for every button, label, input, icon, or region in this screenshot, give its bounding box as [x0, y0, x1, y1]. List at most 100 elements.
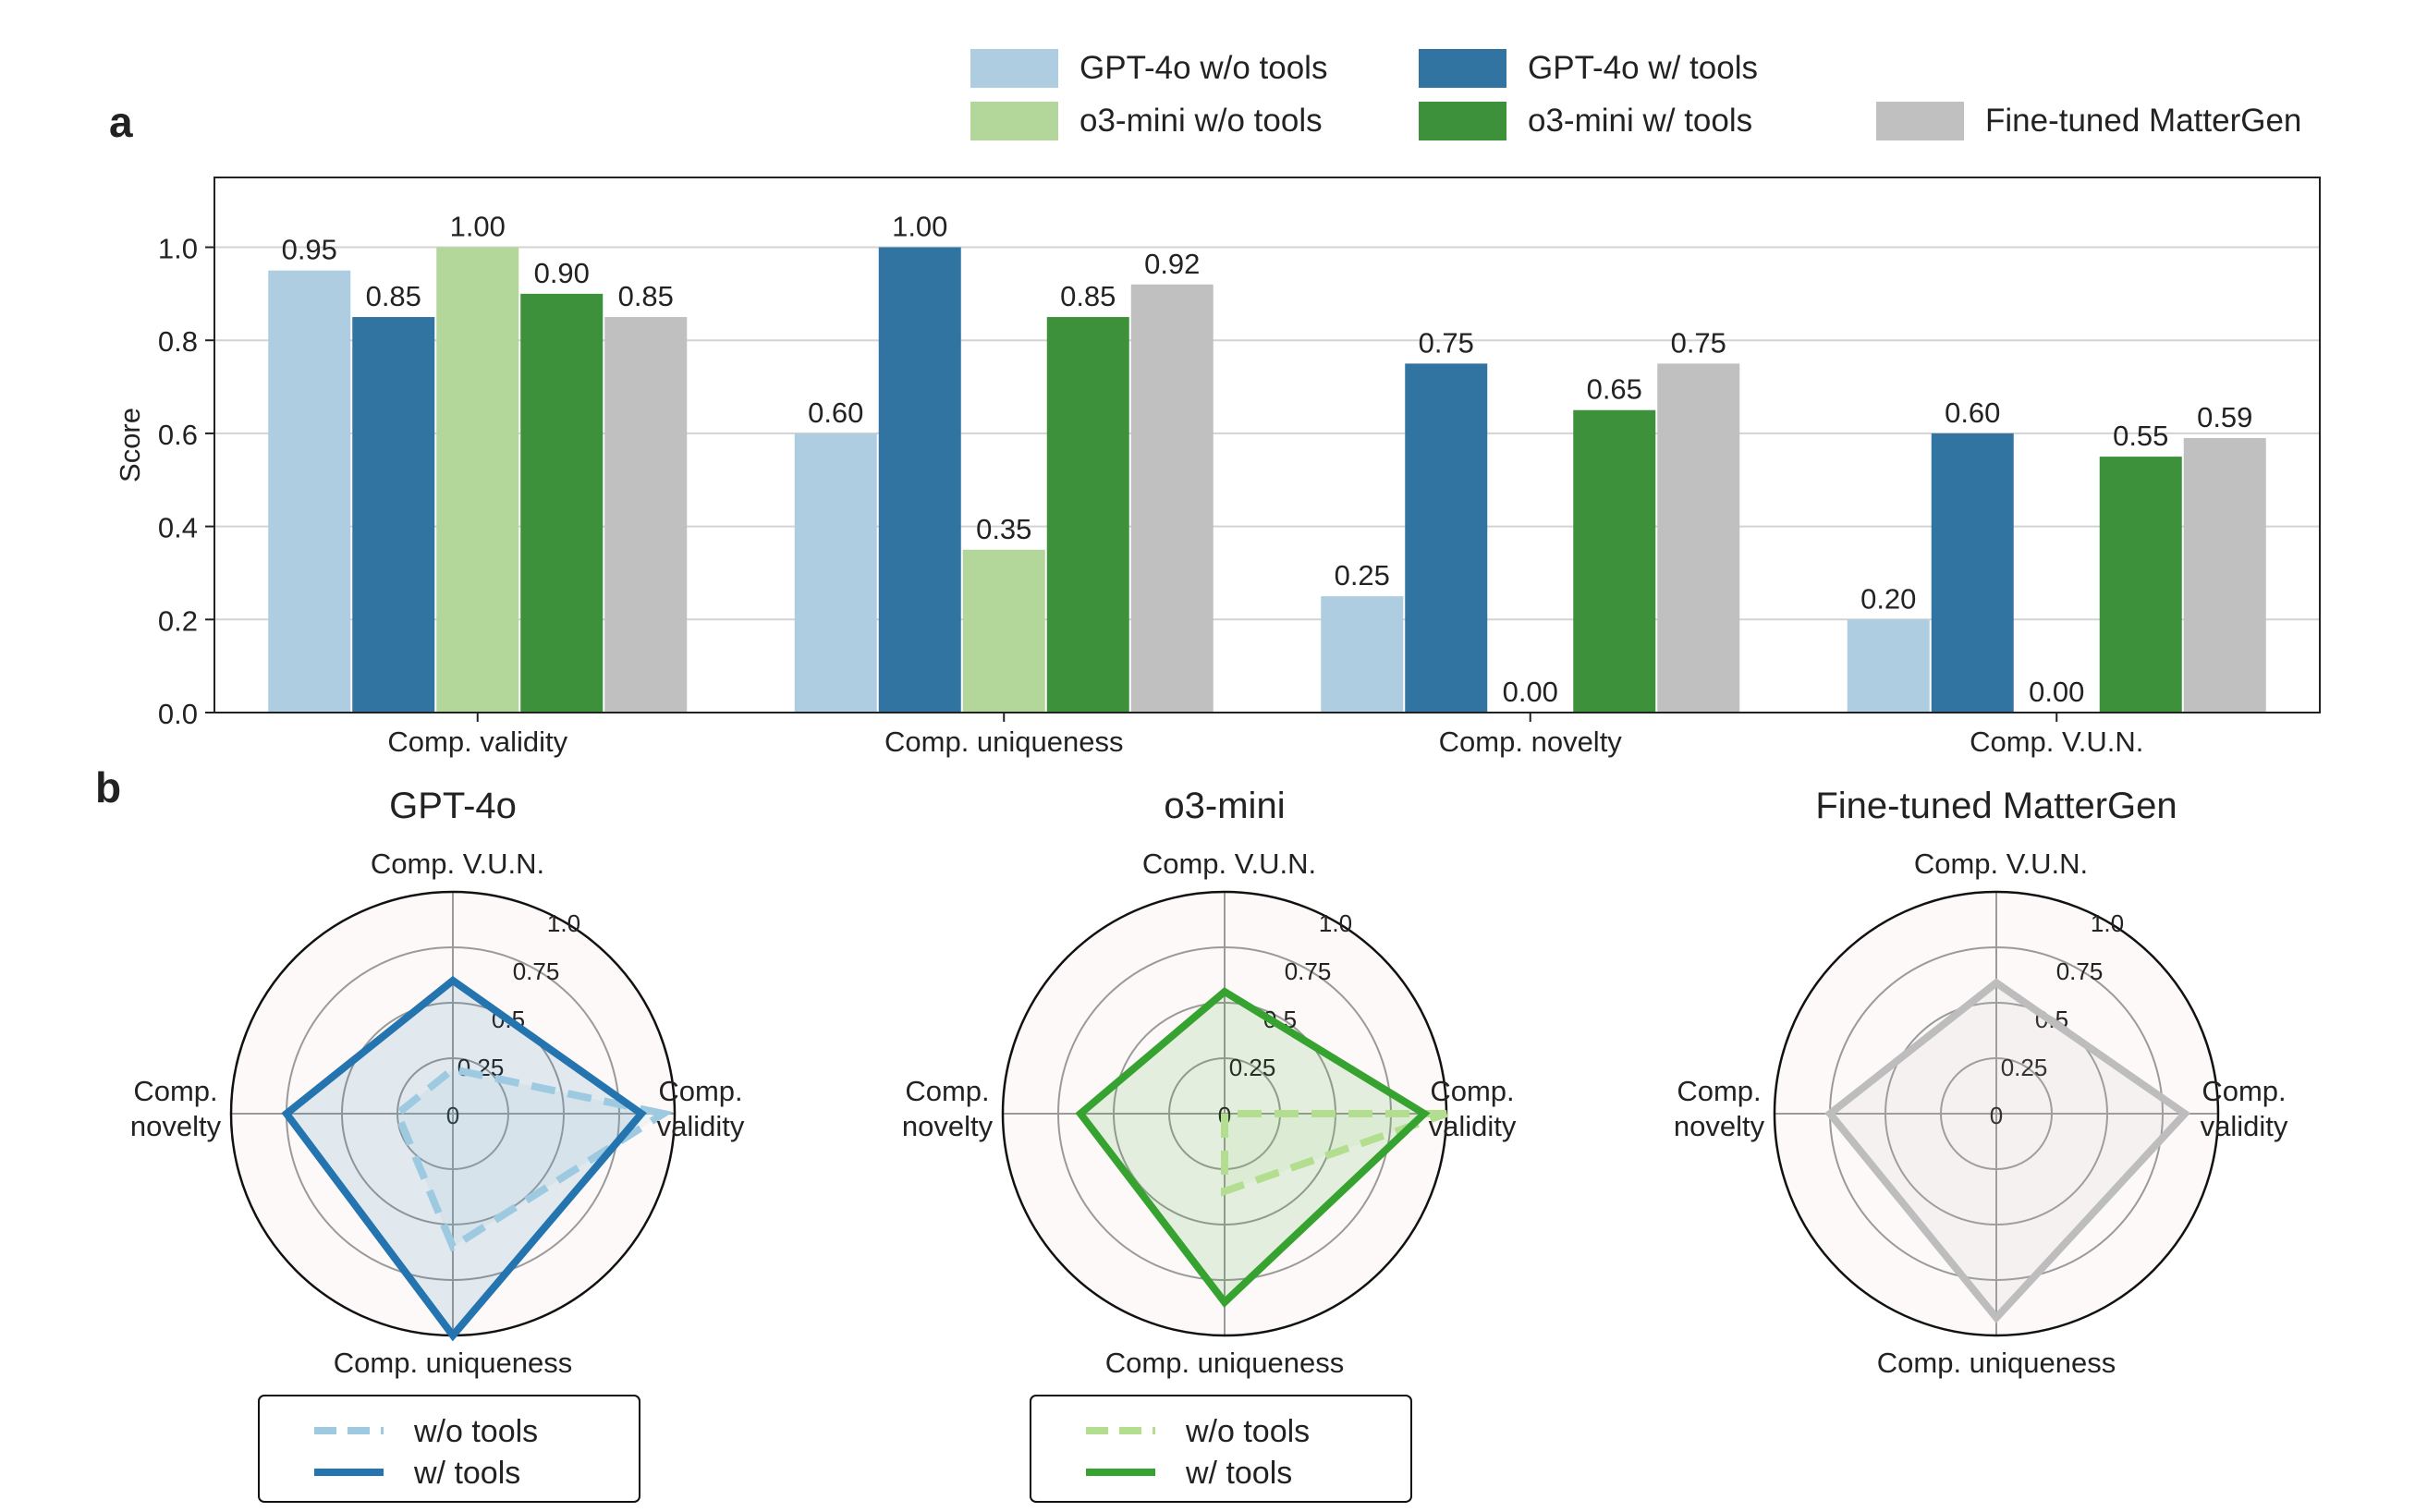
radar-area-fine-tuned-mattergen	[1830, 982, 2185, 1318]
radar-chart-gpt-4o: 00.250.50.751.0GPT-4oComp.validityComp. …	[130, 786, 745, 1503]
radar-r-tick-label: 1.0	[547, 909, 580, 937]
legend-swatch-fine-tuned-mattergen	[1876, 102, 1964, 140]
legend-swatch-gpt-4o-w-tools	[1419, 49, 1506, 88]
bar-value-label: 0.20	[1860, 582, 1916, 615]
radar-legend-label: w/ tools	[413, 1456, 520, 1491]
bar-o3-mini-w-tools-comp-validity	[520, 293, 604, 713]
legend-label-gpt-4o-w-o-tools: GPT-4o w/o tools	[1079, 50, 1327, 86]
radar-axis-label-vun: Comp. V.U.N.	[371, 847, 544, 880]
bar-o3-mini-w-tools-comp-uniqueness	[1046, 317, 1129, 713]
radar-axis-label-uniqueness: Comp. uniqueness	[334, 1347, 573, 1379]
x-tick-label: Comp. novelty	[1439, 726, 1623, 758]
bar-value-label: 0.65	[1587, 373, 1642, 406]
y-tick-label: 0.0	[158, 698, 198, 730]
radar-axis-label-novelty-line2: novelty	[1674, 1110, 1765, 1142]
radar-r-tick-label: 0.75	[513, 957, 560, 985]
legend-label-o3-mini-w-tools: o3-mini w/ tools	[1528, 103, 1752, 139]
bar-gpt-4o-w-o-tools-comp-novelty	[1321, 596, 1404, 713]
bar-value-label: 0.00	[1503, 676, 1558, 708]
y-tick-label: 0.8	[158, 325, 198, 358]
radar-axis-label-uniqueness: Comp. uniqueness	[1877, 1347, 2116, 1379]
bar-value-label: 0.75	[1671, 326, 1726, 359]
radar-line-fine-tuned-mattergen	[1824, 978, 2191, 1323]
y-tick-label: 0.2	[158, 604, 198, 637]
radar-r-tick-label: 0.25	[1229, 1054, 1276, 1081]
radar-chart-o3-mini: 00.250.50.751.0o3-miniComp.validityComp.…	[902, 786, 1517, 1503]
bar-value-label: 0.25	[1335, 559, 1390, 591]
bar-fine-tuned-mattergen-comp-v-u-n	[2183, 437, 2266, 713]
bar-chart-legend: GPT-4o w/o tools GPT-4o w/ tools o3-mini w…	[970, 49, 2301, 140]
radar-legend-label: w/o tools	[1185, 1414, 1310, 1449]
radar-area-w-o-tools	[397, 1069, 664, 1247]
radar-axis-label-validity-line2: validity	[2201, 1110, 2288, 1142]
bar-gpt-4o-w-tools-comp-uniqueness	[878, 247, 961, 713]
legend-label-o3-mini-w-o-tools: o3-mini w/o tools	[1079, 103, 1323, 139]
radar-area-w-tools	[287, 981, 641, 1335]
radar-r-tick-label: 0	[446, 1102, 459, 1129]
radar-axis-label-vun: Comp. V.U.N.	[1142, 847, 1316, 880]
bar-value-label: 0.59	[2197, 401, 2252, 433]
bar-gpt-4o-w-tools-comp-v-u-n	[1931, 433, 2014, 713]
radar-axis-label-validity-line1: Comp.	[1430, 1075, 1514, 1107]
radar-axis-label-validity-line1: Comp.	[2202, 1075, 2286, 1107]
bar-value-label: 0.35	[976, 513, 1031, 545]
bar-value-label: 0.00	[2029, 676, 2084, 708]
radar-axis-label-validity-line1: Comp.	[658, 1075, 742, 1107]
y-tick-label: 0.4	[158, 512, 198, 544]
radar-title: o3-mini	[1164, 786, 1285, 826]
bar-value-label: 0.75	[1419, 326, 1474, 359]
radar-line-w-tools	[281, 975, 647, 1342]
legend-swatch-o3-mini-w-o-tools	[970, 102, 1058, 140]
x-tick-label: Comp. uniqueness	[884, 726, 1124, 758]
legend-swatch-gpt-4o-w-o-tools	[970, 49, 1058, 88]
x-tick-label: Comp. validity	[387, 726, 567, 758]
legend-label-gpt-4o-w-tools: GPT-4o w/ tools	[1528, 50, 1758, 86]
bar-value-label: 1.00	[450, 211, 506, 243]
panel-label-b: b	[95, 763, 121, 811]
bar-gpt-4o-w-o-tools-comp-uniqueness	[794, 433, 877, 713]
radar-r-tick-label: 0.75	[1285, 957, 1332, 985]
bar-o3-mini-w-tools-comp-v-u-n	[2099, 457, 2182, 713]
radar-title: GPT-4o	[389, 786, 517, 826]
bar-value-label: 1.00	[892, 211, 947, 243]
bar-value-label: 0.85	[618, 280, 674, 312]
radar-axis-label-vun: Comp. V.U.N.	[1914, 847, 2088, 880]
radar-line-w-tools	[1075, 987, 1431, 1308]
radar-r-tick-label: 1.0	[1319, 909, 1352, 937]
radar-r-tick-label: 0.75	[2056, 957, 2104, 985]
radar-axis-label-novelty-line2: novelty	[902, 1110, 994, 1142]
bar-o3-mini-w-o-tools-comp-uniqueness	[962, 549, 1045, 713]
bar-value-label: 0.90	[534, 257, 590, 289]
bar-fine-tuned-mattergen-comp-validity	[604, 317, 688, 713]
bar-gpt-4o-w-o-tools-comp-validity	[268, 270, 351, 713]
legend-label-fine-tuned-mattergen: Fine-tuned MatterGen	[1985, 103, 2301, 139]
bar-fine-tuned-mattergen-comp-novelty	[1657, 363, 1740, 713]
bar-gpt-4o-w-tools-comp-validity	[352, 317, 435, 713]
plot-frame	[213, 177, 2321, 713]
panel-label-a: a	[109, 98, 133, 146]
bar-chart: 0.0 0.2 0.4 0.6 0.8 1.0 Score 0.95 0.85 1.00 0.90 0…	[114, 177, 2321, 758]
bar-gpt-4o-w-tools-comp-novelty	[1405, 363, 1488, 713]
bar-value-label: 0.85	[366, 280, 421, 312]
radar-legend-label: w/ tools	[1185, 1456, 1292, 1491]
bar-value-label: 0.92	[1144, 248, 1200, 280]
y-tick-label: 0.6	[158, 419, 198, 451]
x-tick-label: Comp. V.U.N.	[1970, 726, 2143, 758]
radar-axis-label-novelty-line1: Comp.	[133, 1075, 217, 1107]
radar-line-w-o-tools	[1221, 1110, 1448, 1197]
radar-axis-label-novelty-line1: Comp.	[1677, 1075, 1761, 1107]
y-axis-label: Score	[114, 408, 146, 482]
radar-r-tick-label: 0	[1990, 1102, 2003, 1129]
bar-o3-mini-w-o-tools-comp-validity	[436, 247, 519, 713]
bar-o3-mini-w-tools-comp-novelty	[1573, 409, 1656, 713]
y-tick-label: 1.0	[158, 233, 198, 265]
bar-fine-tuned-mattergen-comp-uniqueness	[1130, 284, 1214, 713]
radar-axis-label-uniqueness: Comp. uniqueness	[1105, 1347, 1345, 1379]
radar-axis-label-validity-line2: validity	[657, 1110, 745, 1142]
bar-value-label: 0.60	[808, 396, 863, 429]
bar-value-label: 0.60	[1945, 396, 2000, 429]
legend-swatch-o3-mini-w-tools	[1419, 102, 1506, 140]
radar-r-tick-label: 1.0	[2091, 909, 2124, 937]
